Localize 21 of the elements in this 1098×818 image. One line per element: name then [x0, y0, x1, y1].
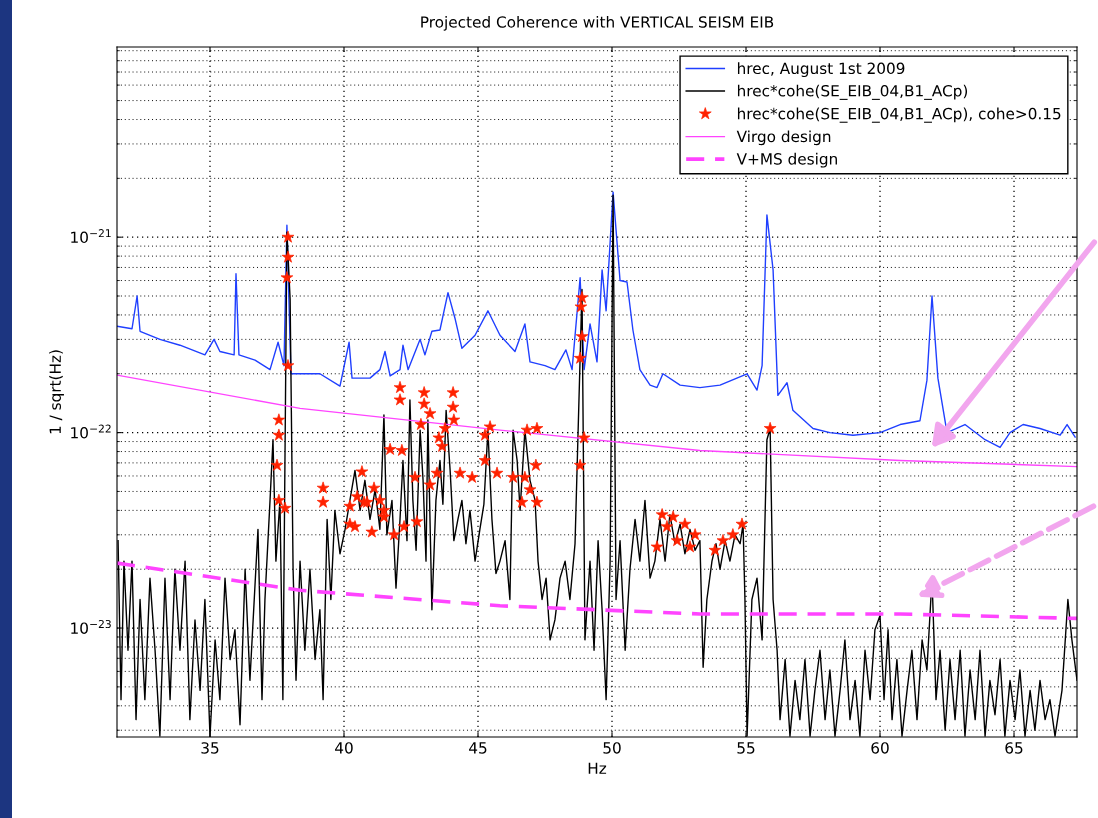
y-tick-label: 10$^{−22}$ — [71, 424, 111, 439]
y-tick-label: 10$^{−21}$ — [71, 229, 111, 244]
legend-label: Virgo design — [736, 130, 831, 146]
x-tick-label: 65 — [1005, 742, 1023, 754]
y-axis-title: 1 / sqrt(Hz) — [49, 350, 64, 434]
legend-label: hrec*cohe(SE_EIB_04,B1_ACp) — [737, 84, 968, 100]
chart-title: Projected Coherence with VERTICAL SEISM EIB — [421, 15, 774, 31]
y-tick-label: 10$^{−23}$ — [71, 619, 111, 634]
x-tick-label: 40 — [335, 742, 353, 754]
x-tick-label: 55 — [737, 742, 755, 754]
line-series — [117, 191, 1076, 449]
legend-label: hrec*cohe(SE_EIB_04,B1_ACp), cohe>0.15 — [737, 107, 1061, 123]
legend-label: V+MS design — [736, 152, 837, 168]
x-axis-title: Hz — [588, 762, 607, 774]
line-series — [117, 374, 1077, 468]
x-tick-label: 35 — [201, 742, 219, 754]
x-tick-label: 50 — [603, 742, 621, 754]
x-tick-label: 60 — [871, 742, 889, 754]
x-tick-label: 45 — [469, 742, 487, 754]
line-series — [117, 561, 1077, 621]
legend-label: hrec, August 1st 2009 — [737, 62, 905, 78]
